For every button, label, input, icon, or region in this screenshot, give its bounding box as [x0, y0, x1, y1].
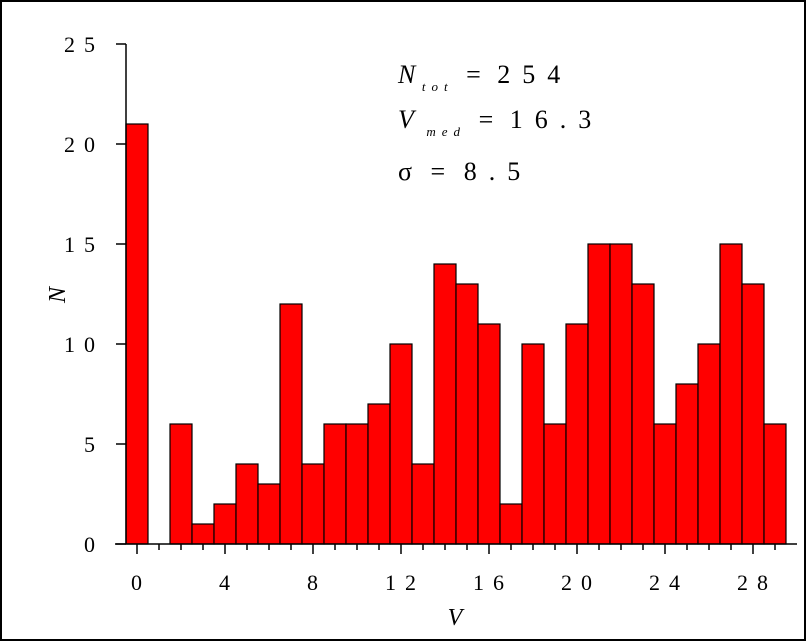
y-tick-label: 0 — [84, 532, 104, 557]
bar — [565, 323, 589, 545]
y-tick-label: 25 — [64, 32, 104, 57]
bar — [741, 283, 765, 545]
annotation-sigma: σ = 8.5 — [398, 157, 532, 186]
x-ticks-group: 0 4 8 12 16 20 24 28 — [131, 544, 777, 595]
bar — [477, 323, 501, 545]
y-axis-title: N — [45, 285, 71, 304]
bar — [389, 343, 413, 545]
bar — [257, 483, 281, 545]
bar — [631, 283, 655, 545]
annotation-vmed: V med = 16.3 — [398, 105, 603, 142]
bar — [433, 263, 457, 545]
bar — [367, 403, 391, 545]
bar — [301, 463, 325, 545]
y-tick-label: 15 — [64, 232, 104, 257]
y-tick-label: 20 — [64, 132, 104, 157]
y-ticks-group: 0 5 10 15 20 25 — [64, 32, 126, 557]
bars-group — [125, 123, 787, 545]
bar — [521, 343, 545, 545]
x-tick-label: 12 — [385, 570, 425, 595]
bar — [587, 243, 611, 545]
bar — [279, 303, 303, 545]
bar — [235, 463, 259, 545]
bar — [499, 503, 523, 545]
bar — [543, 423, 567, 545]
bar — [169, 423, 193, 545]
x-tick-label: 20 — [561, 570, 601, 595]
bar — [191, 523, 215, 545]
annotation-ntot: N tot = 254 — [397, 60, 572, 97]
bar — [719, 243, 743, 545]
bar — [411, 463, 435, 545]
bar — [125, 123, 149, 545]
bar — [213, 503, 237, 545]
bar — [455, 283, 479, 545]
x-tick-label: 8 — [307, 570, 327, 595]
y-tick-label: 10 — [64, 332, 104, 357]
bar — [609, 243, 633, 545]
x-axis-title: V — [448, 605, 465, 631]
y-tick-label: 5 — [84, 432, 104, 457]
x-tick-label: 28 — [737, 570, 777, 595]
bar — [345, 423, 369, 545]
bar — [323, 423, 347, 545]
bar — [763, 423, 787, 545]
x-tick-label: 24 — [649, 570, 689, 595]
bar — [653, 423, 677, 545]
x-tick-label: 4 — [219, 570, 239, 595]
x-tick-label: 0 — [131, 570, 151, 595]
bar — [675, 383, 699, 545]
x-tick-label: 16 — [473, 570, 513, 595]
bar — [697, 343, 721, 545]
